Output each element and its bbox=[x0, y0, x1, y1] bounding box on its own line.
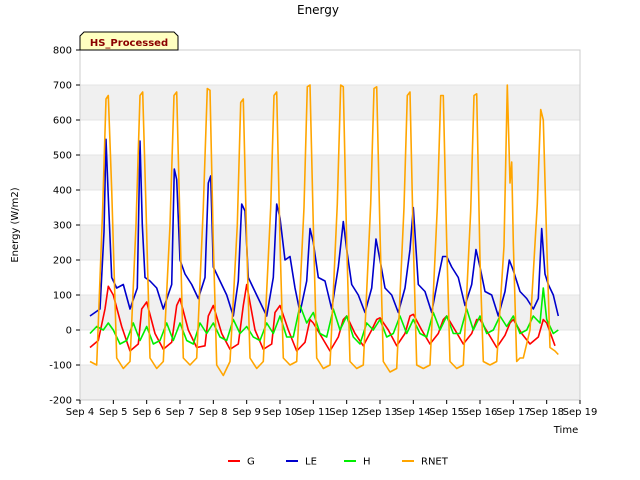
y-axis: -200 -100 0 100 200 300 400 500 600 700 800 bbox=[49, 46, 80, 407]
x-tick-label: Sep 19 bbox=[563, 407, 598, 418]
x-tick-label: Sep 16 bbox=[463, 407, 498, 418]
y-tick-label: -200 bbox=[49, 396, 72, 407]
series-layer bbox=[89, 84, 560, 377]
y-tick-label: 600 bbox=[53, 116, 72, 127]
y-tick-label: 300 bbox=[53, 221, 72, 232]
processing-badge: HS_Processed bbox=[79, 31, 179, 51]
x-tick-label: Sep 18 bbox=[529, 407, 564, 418]
series-line-h bbox=[89, 287, 559, 345]
x-tick-label: Sep 7 bbox=[166, 407, 194, 418]
x-tick-label: Sep 8 bbox=[199, 407, 227, 418]
y-tick-label: 700 bbox=[53, 81, 72, 92]
y-tick-label: 500 bbox=[53, 151, 72, 162]
y-axis-title: Energy (W/m2) bbox=[10, 187, 21, 262]
legend-label-h: H bbox=[363, 457, 371, 468]
x-tick-label: Sep 12 bbox=[329, 407, 364, 418]
x-tick-label: Sep 17 bbox=[496, 407, 531, 418]
y-tick-label: 100 bbox=[53, 291, 72, 302]
y-tick-label: 400 bbox=[53, 186, 72, 197]
legend-label-g: G bbox=[247, 457, 255, 468]
x-tick-label: Sep 13 bbox=[363, 407, 398, 418]
y-tick-label: 800 bbox=[53, 46, 72, 57]
grid-band bbox=[80, 225, 580, 260]
chart-title: Energy bbox=[297, 3, 339, 17]
grid-band bbox=[80, 365, 580, 400]
grid-band bbox=[80, 85, 580, 120]
y-tick-label: 0 bbox=[66, 326, 72, 337]
x-axis-title: Time bbox=[553, 425, 578, 436]
y-tick-label: -100 bbox=[49, 361, 72, 372]
x-tick-label: Sep 9 bbox=[232, 407, 260, 418]
x-axis: Sep 4 Sep 5 Sep 6 Sep 7 Sep 8 Sep 9 Sep 10Sep … bbox=[66, 400, 598, 418]
x-tick-label: Sep 14 bbox=[396, 407, 431, 418]
badge-shape bbox=[79, 31, 179, 51]
series-line-rnet bbox=[89, 84, 559, 377]
legend: G LE H RNET bbox=[228, 457, 449, 468]
x-tick-label: Sep 4 bbox=[66, 407, 94, 418]
x-tick-label: Sep 11 bbox=[296, 407, 331, 418]
x-tick-label: Sep 5 bbox=[99, 407, 127, 418]
x-tick-label: Sep 6 bbox=[132, 407, 160, 418]
legend-label-rnet: RNET bbox=[421, 457, 449, 468]
x-tick-label: Sep 10 bbox=[263, 407, 298, 418]
y-tick-label: 200 bbox=[53, 256, 72, 267]
x-tick-label: Sep 15 bbox=[429, 407, 464, 418]
grid-band bbox=[80, 155, 580, 190]
badge-label: HS_Processed bbox=[90, 38, 168, 49]
legend-label-le: LE bbox=[305, 457, 317, 468]
